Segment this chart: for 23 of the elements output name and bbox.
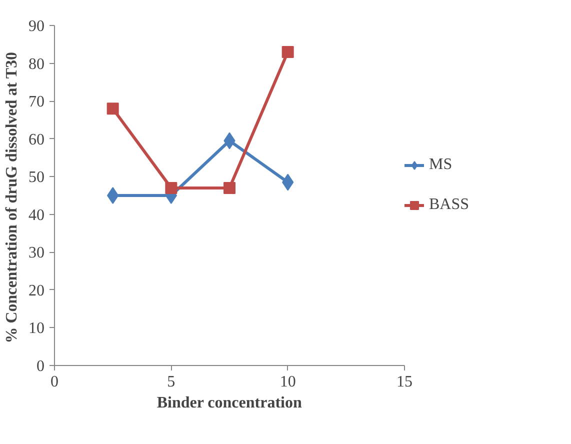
x-tick-label: 5 <box>167 374 176 390</box>
y-tick-label: 0 <box>36 358 44 375</box>
legend-label: MS <box>429 155 454 175</box>
y-tick-label: 40 <box>28 206 44 224</box>
y-axis-title: % Concentration of druG dissolved at T30 <box>4 52 20 344</box>
y-tick-label: 30 <box>28 244 44 262</box>
x-tick-label: 10 <box>280 374 296 390</box>
y-tick-label: 80 <box>28 56 44 73</box>
point <box>282 46 294 58</box>
y-tick-label: 10 <box>28 320 44 338</box>
x-tick-label: 0 <box>50 374 58 390</box>
point <box>224 182 236 194</box>
y-tick-label: 90 <box>28 18 44 35</box>
legend-label: BASS <box>429 195 470 215</box>
y-tick-label: 70 <box>28 94 44 111</box>
y-tick-label: 60 <box>28 131 44 148</box>
point <box>106 102 119 115</box>
y-tick-label: 50 <box>28 169 44 186</box>
y-tick-label: 20 <box>28 282 44 300</box>
x-axis-title: Binder concentration <box>156 394 302 412</box>
point <box>107 187 119 204</box>
point <box>165 182 178 194</box>
x-tick-label: 15 <box>396 374 412 390</box>
